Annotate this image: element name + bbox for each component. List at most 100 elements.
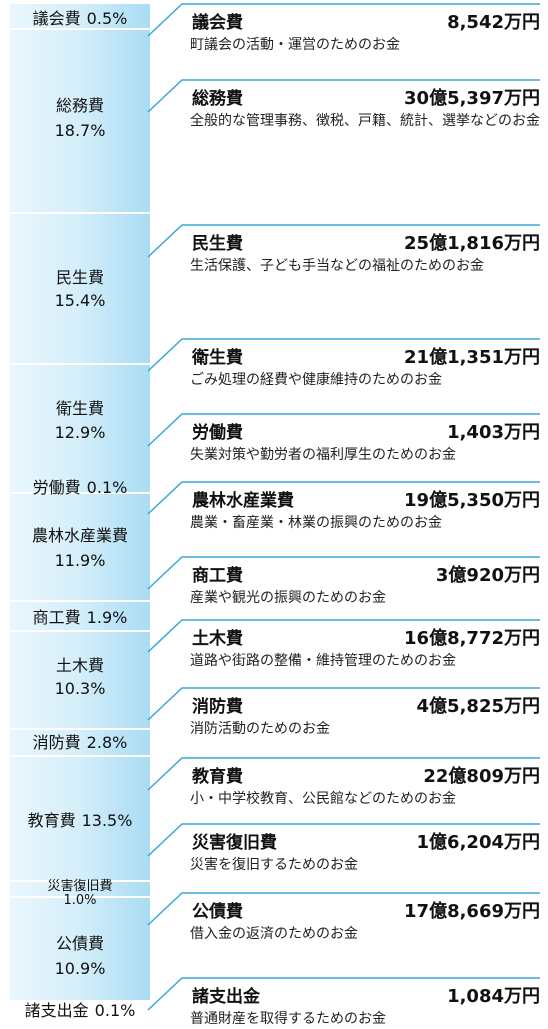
bar-percent: 0.1%: [87, 478, 128, 497]
item-amount: 1,403万円: [447, 422, 540, 443]
connector: [147, 413, 540, 447]
item-amount: 4億5,825万円: [417, 695, 540, 717]
item-description-box: 道路や街路の整備・維持管理のためのお金: [190, 653, 456, 669]
item-amount: 1,084万円: [447, 986, 540, 1007]
item-description: 災害を復旧するためのお金: [190, 857, 358, 873]
item-name: 土木費: [192, 628, 243, 649]
item-amount: 30億5,397万円: [404, 87, 540, 109]
bar-segment: [10, 632, 150, 728]
item-description: 消防活動のためのお金: [190, 721, 330, 737]
item-name: 公債費: [192, 901, 243, 922]
item-amount: 21億1,351万円: [404, 346, 540, 368]
bar-name: 諸支出金: [25, 1001, 89, 1020]
item-description: 小・中学校教育、公民館などのためのお金: [190, 791, 456, 807]
item-description-box: 産業や観光の振興のためのお金: [190, 590, 386, 606]
item-amount: 1億6,204万円: [417, 831, 540, 853]
item-name: 総務費: [192, 88, 243, 109]
bar-percent: 18.7%: [55, 121, 106, 140]
connector: [147, 823, 540, 857]
bar-segment: [10, 757, 150, 880]
bar-name: 議会費: [33, 9, 81, 28]
item-name: 労働費: [192, 422, 243, 443]
connector: [147, 687, 540, 721]
bar-segment: [10, 30, 150, 212]
bar-name: 公債費: [56, 934, 104, 953]
item-description: 借入金の返済のためのお金: [190, 926, 358, 942]
bar-percent: 10.9%: [55, 959, 106, 978]
item-amount: 25億1,816万円: [404, 232, 540, 254]
item-amount: 19億5,350万円: [404, 489, 540, 511]
bar-segment: [10, 882, 150, 896]
bar-percent: 0.1%: [95, 1001, 136, 1020]
bar-percent: 12.9%: [55, 423, 106, 442]
item-name: 民生費: [192, 233, 243, 254]
bar-name: 消防費: [33, 733, 81, 752]
bar-label: 教育費 13.5%: [28, 811, 133, 830]
item-description: 産業や観光の振興のためのお金: [190, 590, 386, 606]
bar-segment: [10, 4, 150, 28]
connector: [147, 224, 540, 258]
connector: [147, 556, 540, 590]
item-description-box: 借入金の返済のためのお金: [190, 926, 358, 942]
item-name: 教育費: [191, 766, 243, 787]
bar-segment: [10, 488, 150, 492]
item-name: 消防費: [192, 696, 243, 717]
connector: [147, 338, 540, 372]
item-description: 道路や街路の整備・維持管理のためのお金: [190, 653, 456, 669]
item-amount: 8,542万円: [447, 12, 540, 33]
connector: [147, 79, 540, 113]
item-amount: 3億920万円: [436, 564, 540, 586]
connector: [147, 619, 540, 653]
bar-percent: 13.5%: [82, 811, 133, 830]
item-description-box: 災害を復旧するためのお金: [190, 857, 358, 873]
bar-name: 土木費: [56, 656, 104, 675]
bar-percent: 1.0%: [63, 893, 96, 908]
bar-percent: 10.3%: [55, 679, 106, 698]
connector: [147, 892, 540, 926]
bar-label: 消防費 2.8%: [33, 733, 128, 752]
bar-name: 民生費: [56, 268, 104, 287]
item-description: 全般的な管理事務、徴税、戸籍、統計、選挙などのお金: [190, 113, 540, 129]
connector: [147, 757, 540, 791]
bar-percent: 15.4%: [55, 291, 106, 310]
item-description-box: 小・中学校教育、公民館などのためのお金: [190, 791, 456, 807]
bar-name: 衛生費: [56, 399, 104, 418]
bar-segment: [10, 214, 150, 363]
bar-name: 労働費: [33, 478, 81, 497]
bar-label: 議会費 0.5%: [33, 9, 128, 28]
item-name: 衛生費: [191, 347, 243, 368]
connector: [147, 481, 540, 515]
item-description: 町議会の活動・運営のためのお金: [190, 37, 400, 53]
item-amount: 16億8,772万円: [404, 627, 540, 649]
item-description: ごみ処理の経費や健康維持のためのお金: [190, 372, 442, 388]
item-description-box: 生活保護、子ども手当などの福祉のためのお金: [190, 258, 484, 274]
item-description-box: 消防活動のためのお金: [190, 721, 330, 737]
bar-name: 教育費: [28, 811, 76, 830]
bar-percent: 0.5%: [87, 9, 128, 28]
item-name: 災害復旧費: [192, 832, 277, 853]
bar-label: 労働費 0.1%: [33, 478, 128, 497]
item-description: 生活保護、子ども手当などの福祉のためのお金: [190, 258, 484, 274]
bar-segment: [10, 365, 150, 488]
connector: [147, 977, 540, 1011]
bar-label: 諸支出金 0.1%: [25, 1001, 136, 1020]
bar-name: 農林水産業費: [32, 526, 128, 545]
item-description-box: 普通財産を取得するためのお金: [190, 1011, 386, 1027]
item-description: 農業・畜産業・林業の振興のためのお金: [190, 515, 442, 531]
bar-segment: [10, 602, 150, 630]
bar-percent: 11.9%: [55, 551, 106, 570]
item-description-box: 失業対策や勤労者の福利厚生のためのお金: [190, 447, 456, 463]
bar-name: 災害復旧費: [47, 878, 112, 894]
item-amount: 17億8,669万円: [404, 900, 540, 922]
item-name: 諸支出金: [192, 986, 261, 1007]
item-description-box: 町議会の活動・運営のためのお金: [190, 37, 400, 53]
bar-segment: [10, 730, 150, 755]
item-description-box: ごみ処理の経費や健康維持のためのお金: [190, 372, 442, 388]
bar-segment: [10, 494, 150, 600]
item-name: 商工費: [192, 565, 243, 586]
item-name: 農林水産業費: [192, 490, 294, 511]
bar-percent: 1.9%: [87, 608, 128, 627]
item-name: 議会費: [192, 12, 243, 33]
item-description-box: 農業・畜産業・林業の振興のためのお金: [190, 515, 442, 531]
